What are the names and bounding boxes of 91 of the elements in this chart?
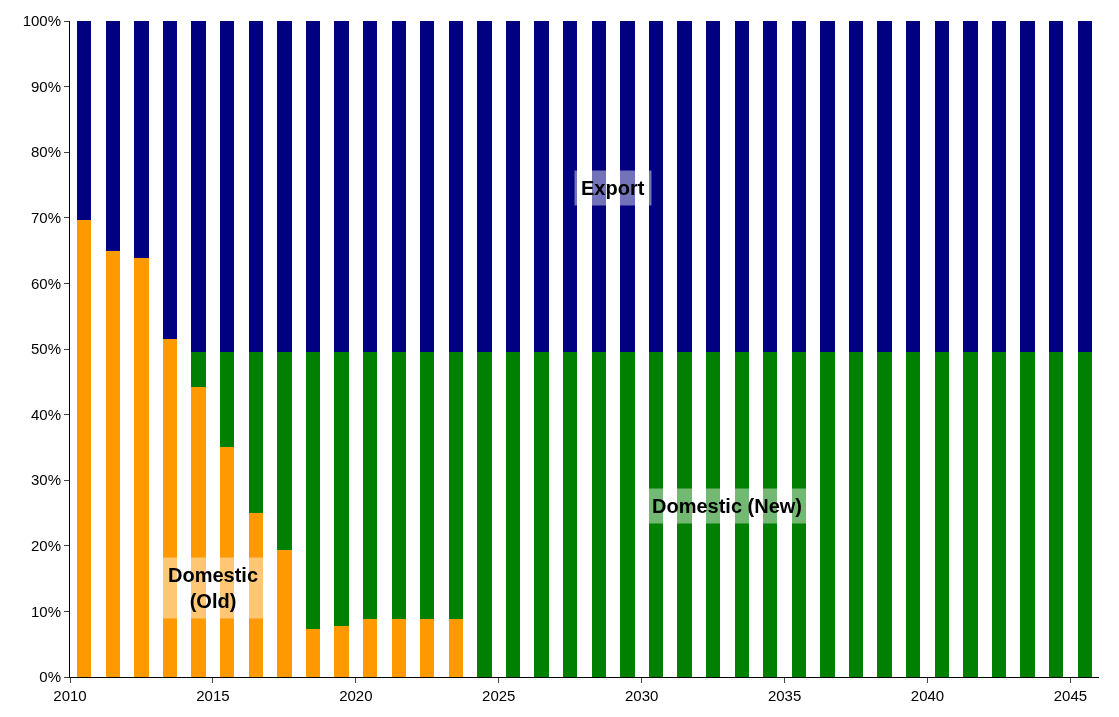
bar xyxy=(706,21,720,352)
y-tick-label: 40% xyxy=(30,405,61,423)
x-tick-label: 2020 xyxy=(339,687,373,704)
bar xyxy=(334,352,349,626)
y-tick-label: 20% xyxy=(30,537,61,555)
bar xyxy=(935,21,949,352)
bar xyxy=(1078,21,1092,352)
bar xyxy=(249,21,263,352)
bar xyxy=(763,21,777,352)
bar xyxy=(534,21,549,352)
series-label: Export xyxy=(581,177,645,199)
bar xyxy=(449,21,463,352)
y-tick-label: 50% xyxy=(30,340,61,358)
bar xyxy=(677,21,692,352)
bar xyxy=(449,619,463,677)
bar xyxy=(363,619,377,677)
bar xyxy=(220,352,234,447)
bar xyxy=(563,352,577,677)
bar xyxy=(992,21,1006,352)
y-tick-label: 80% xyxy=(30,143,61,161)
x-tick-label: 2035 xyxy=(767,687,802,704)
bar xyxy=(106,251,120,677)
series-label: Domestic (Old) xyxy=(168,564,259,612)
x-tick-label: 2040 xyxy=(910,687,945,704)
bar xyxy=(477,21,492,352)
bar xyxy=(963,352,978,677)
bar xyxy=(77,21,91,220)
bar xyxy=(506,352,520,677)
y-tick-label: 0% xyxy=(39,668,61,686)
bar xyxy=(477,352,492,677)
bar xyxy=(334,21,349,352)
bar xyxy=(163,21,177,339)
bar xyxy=(220,21,234,352)
bar xyxy=(77,220,91,677)
bar xyxy=(620,352,635,677)
bar xyxy=(849,352,863,677)
bar xyxy=(392,21,406,352)
bar xyxy=(106,21,120,251)
bar xyxy=(392,352,406,619)
bar xyxy=(906,21,920,352)
bar xyxy=(563,21,577,352)
y-tick-label: 30% xyxy=(30,471,61,489)
bar xyxy=(420,352,434,619)
bar xyxy=(249,352,263,513)
bar xyxy=(534,352,549,677)
bar xyxy=(735,21,749,352)
bar xyxy=(277,21,292,352)
bar xyxy=(849,21,863,352)
bar xyxy=(420,619,434,677)
x-tick-label: 2030 xyxy=(624,687,659,704)
bar xyxy=(306,21,320,352)
bar xyxy=(935,352,949,677)
bar xyxy=(1020,21,1035,352)
bar xyxy=(449,352,463,619)
bar xyxy=(1078,352,1092,677)
bar xyxy=(592,352,606,677)
bar xyxy=(191,352,206,387)
x-tick-label: 2010 xyxy=(53,687,87,704)
bar xyxy=(363,352,377,619)
x-tick-label: 2015 xyxy=(196,687,230,704)
bar xyxy=(992,352,1006,677)
bar xyxy=(277,352,292,550)
bar xyxy=(334,626,349,677)
y-tick-label: 10% xyxy=(30,602,61,620)
y-tick-label: 100% xyxy=(22,12,61,30)
bar xyxy=(1049,352,1063,677)
bar xyxy=(506,21,520,352)
bar xyxy=(1020,352,1035,677)
bar xyxy=(820,352,835,677)
y-tick-label: 60% xyxy=(30,274,61,292)
bar xyxy=(792,21,806,352)
bar xyxy=(420,21,434,352)
bar xyxy=(963,21,978,352)
bar xyxy=(306,352,320,629)
bar xyxy=(134,21,149,258)
x-tick-label: 2045 xyxy=(1053,687,1088,704)
bar xyxy=(363,21,377,352)
y-tick-label: 70% xyxy=(30,209,61,227)
bar xyxy=(820,21,835,352)
x-tick-label: 2025 xyxy=(482,687,516,704)
bar xyxy=(649,21,663,352)
bar xyxy=(277,550,292,677)
bar xyxy=(392,619,406,677)
bar xyxy=(306,629,320,677)
bar xyxy=(877,21,892,352)
bar xyxy=(1049,21,1063,352)
bar xyxy=(134,258,149,677)
bar xyxy=(906,352,920,677)
bar xyxy=(191,21,206,352)
bar xyxy=(877,352,892,677)
y-tick-label: 90% xyxy=(30,77,61,95)
